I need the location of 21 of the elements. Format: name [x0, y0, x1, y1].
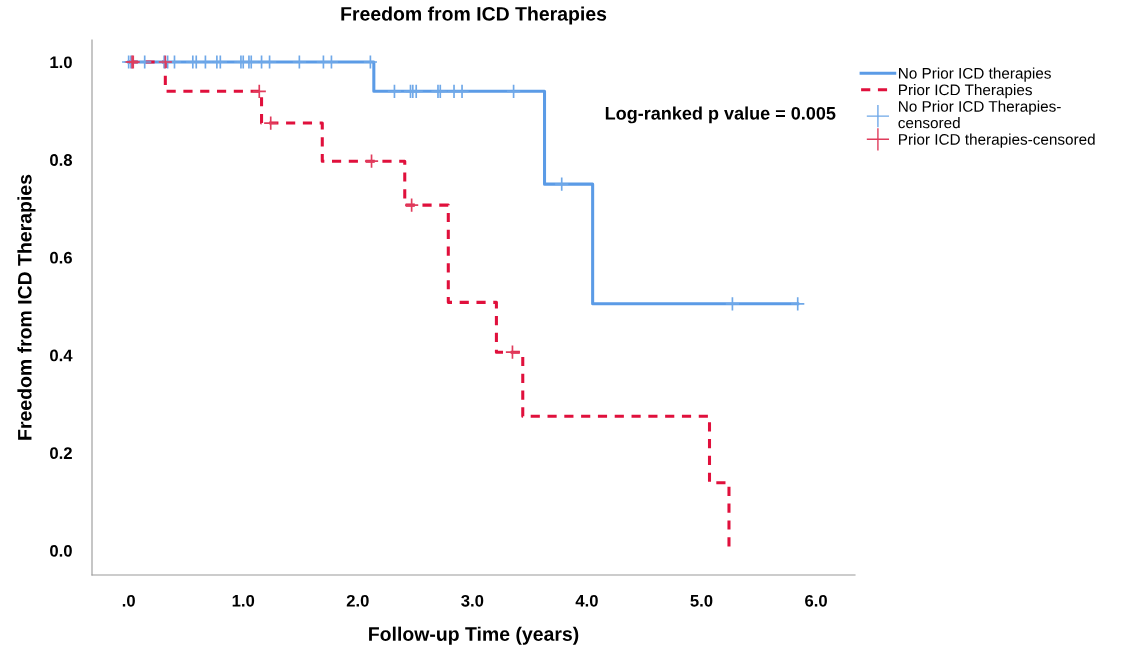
- y-tick-label: 0.8: [50, 154, 73, 166]
- x-axis-title: Follow-up Time (years): [369, 626, 579, 645]
- legend-label: Prior ICD Therapies: [899, 84, 1032, 99]
- y-tick-label: 0.6: [50, 251, 72, 264]
- x-tick-label: 1.0: [232, 594, 255, 607]
- y-tick-label: 0.2: [50, 447, 72, 460]
- x-tick-label: 5.0: [690, 594, 713, 607]
- x-tick-label: 2.0: [346, 594, 369, 607]
- x-tick-label: .0: [122, 594, 135, 607]
- y-tick-label: 1.0: [50, 56, 72, 69]
- legend-label: No Prior ICD Therapies- censored: [898, 100, 1061, 129]
- y-tick-label: 0.0: [50, 544, 72, 557]
- y-axis-title: Freedom from ICD Therapies: [17, 174, 36, 440]
- x-tick-label: 3.0: [461, 594, 484, 607]
- legend-label: No Prior ICD therapies: [899, 67, 1051, 82]
- annotation: Log-ranked p value = 0.005: [605, 106, 836, 124]
- x-tick-label: 6.0: [805, 594, 827, 607]
- legend-label: Prior ICD therapies-censored: [899, 133, 1095, 148]
- chart-title: Freedom from ICD Therapies: [341, 6, 607, 25]
- x-tick-label: 4.0: [575, 594, 598, 607]
- y-tick-label: 0.4: [50, 349, 73, 362]
